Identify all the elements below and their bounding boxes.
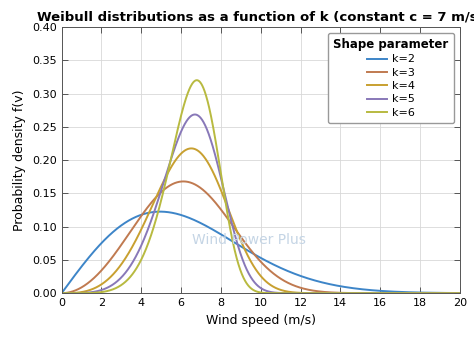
k=5: [253, 281, 258, 285]
k=6: [242, 278, 248, 282]
k=5: [373, 291, 378, 295]
k=3: [446, 291, 451, 295]
k=6: [79, 291, 85, 295]
k=2: [457, 291, 463, 295]
k=4: [79, 290, 85, 294]
k=4: [373, 291, 378, 295]
Text: Wind Power Plus: Wind Power Plus: [192, 233, 306, 247]
k=2: [253, 253, 258, 257]
k=5: [192, 113, 198, 117]
k=4: [189, 146, 194, 150]
k=2: [59, 291, 64, 295]
X-axis label: Wind speed (m/s): Wind speed (m/s): [206, 314, 316, 327]
k=4: [446, 291, 451, 295]
k=5: [79, 291, 85, 295]
Line: k=6: k=6: [62, 80, 460, 293]
k=6: [59, 291, 64, 295]
k=3: [181, 179, 186, 183]
k=2: [446, 291, 451, 295]
k=6: [446, 291, 451, 295]
k=3: [457, 291, 463, 295]
k=4: [59, 291, 64, 295]
k=5: [446, 291, 451, 295]
k=3: [253, 254, 258, 258]
k=2: [446, 291, 451, 295]
k=3: [242, 240, 248, 244]
k=2: [157, 210, 163, 214]
k=5: [242, 263, 248, 267]
k=2: [242, 247, 248, 251]
Legend: k=2, k=3, k=4, k=5, k=6: k=2, k=3, k=4, k=5, k=6: [328, 32, 454, 123]
k=4: [253, 267, 258, 271]
k=6: [446, 291, 451, 295]
Line: k=2: k=2: [62, 212, 460, 293]
k=6: [373, 291, 378, 295]
k=4: [242, 248, 248, 252]
k=4: [457, 291, 463, 295]
k=3: [79, 285, 85, 289]
k=6: [457, 291, 463, 295]
Y-axis label: Probability density f(v): Probability density f(v): [13, 89, 27, 231]
k=4: [446, 291, 451, 295]
Title: Weibull distributions as a function of k (constant c = 7 m/s): Weibull distributions as a function of k…: [37, 10, 474, 23]
k=5: [59, 291, 64, 295]
k=2: [373, 288, 378, 293]
k=3: [373, 291, 378, 295]
k=2: [79, 264, 85, 268]
k=5: [446, 291, 451, 295]
Line: k=5: k=5: [62, 115, 460, 293]
Line: k=3: k=3: [62, 181, 460, 293]
k=3: [446, 291, 451, 295]
Line: k=4: k=4: [62, 148, 460, 293]
k=6: [194, 78, 200, 82]
k=5: [457, 291, 463, 295]
k=6: [253, 289, 258, 293]
k=3: [59, 291, 64, 295]
